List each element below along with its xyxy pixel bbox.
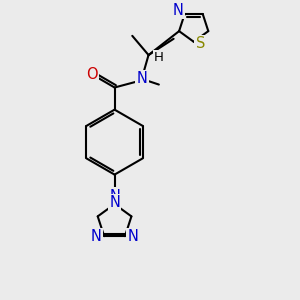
- Text: H: H: [154, 52, 164, 64]
- Text: S: S: [196, 36, 205, 51]
- Text: N: N: [109, 195, 120, 210]
- Text: O: O: [87, 67, 98, 82]
- Text: N: N: [109, 189, 120, 204]
- Text: N: N: [91, 229, 102, 244]
- Text: N: N: [136, 71, 148, 86]
- Text: N: N: [173, 3, 184, 18]
- Text: N: N: [128, 229, 138, 244]
